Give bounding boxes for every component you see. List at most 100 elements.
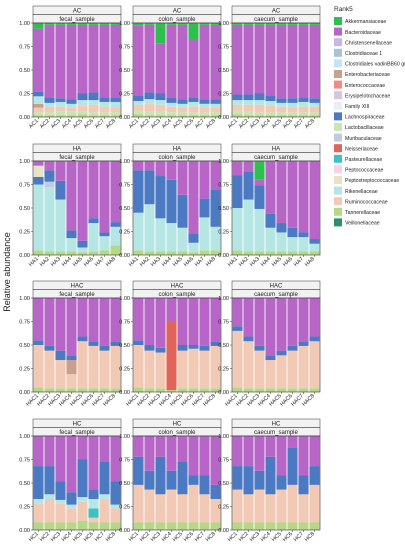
bar-segment-akkermansiaceae <box>144 23 155 25</box>
bar-segment-ruminococcaceae <box>188 348 199 389</box>
bar-segment-lachnospiraceae <box>77 240 88 248</box>
bar-segment-rikenellaceae <box>77 100 88 106</box>
bar-segment-ruminococcaceae <box>144 350 155 389</box>
bar-segment-tannerellaceae <box>155 251 166 255</box>
bar-segment-akkermansiaceae <box>33 23 44 29</box>
bar-segment-lachnospiraceae <box>77 93 88 101</box>
bar-segment-lachnospiraceae <box>33 340 44 345</box>
bar-segment-tannerellaceae <box>199 522 210 530</box>
bar-segment-lachnospiraceae <box>144 170 155 205</box>
bar-segment-tannerellaceae <box>33 250 44 255</box>
x-tick-label: HA1 <box>227 256 239 268</box>
bar-segment-bacteroidaceae <box>243 161 254 172</box>
bar-segment-bacteroidaceae <box>276 161 287 224</box>
x-tick-label: HAC8 <box>301 393 316 408</box>
bar-segment-bacteroidaceae <box>166 436 177 471</box>
bar-segment-enterobacteriaceae <box>66 360 77 375</box>
group-strip-label: HAC <box>71 284 84 290</box>
bar-segment-ruminococcaceae <box>287 484 298 523</box>
y-tick-label: 0.50 <box>19 481 30 487</box>
legend-label: Neisseriaceae <box>345 146 378 152</box>
bar-segment-rikenellaceae <box>254 208 265 252</box>
bar-segment-rikenellaceae <box>166 223 177 252</box>
bar-segment-bacteroidaceae <box>155 298 166 348</box>
bar-segment-lactobacillaceae <box>33 112 44 116</box>
bar-segment-lachnospiraceae <box>199 99 210 104</box>
bar-segment-tannerellaceae <box>177 115 188 117</box>
y-tick-label: 0.75 <box>119 320 130 326</box>
bar-segment-lachnospiraceae <box>210 484 221 499</box>
bar-segment-lachnospiraceae <box>199 345 210 351</box>
bar-segment-lachnospiraceae <box>309 466 320 485</box>
bar-segment-lachnospiraceae <box>66 492 77 505</box>
bar-segment-rikenellaceae <box>133 101 144 105</box>
bar-segment-lachnospiraceae <box>188 475 199 485</box>
y-tick-label: 0.75 <box>218 458 229 464</box>
bar-segment-lachnospiraceae <box>33 176 44 185</box>
bar-segment-ruminococcaceae <box>309 341 320 389</box>
bar-segment-lachnospiraceae <box>276 98 287 103</box>
bar-segment-bacteroidaceae <box>133 298 144 341</box>
bar-segment-rikenellaceae <box>88 223 99 252</box>
bar-segment-tannerellaceae <box>88 388 99 392</box>
x-tick-label: HC8 <box>105 531 117 543</box>
bar-segment-ruminococcaceae <box>144 103 155 112</box>
x-tick-label: AC5 <box>271 118 283 130</box>
bar-segment-enterobacteriaceae <box>33 103 44 108</box>
bar-segment-lachnospiraceae <box>188 233 199 243</box>
bar-segment-lachnospiraceae <box>232 94 243 101</box>
bar-segment-lachnospiraceae <box>265 213 276 228</box>
x-tick-label: AC7 <box>293 118 305 130</box>
bar-segment-tannerellaceae <box>287 522 298 530</box>
bar-segment-lachnospiraceae <box>33 466 44 499</box>
bar-segment-lachnospiraceae <box>110 481 121 505</box>
bar-segment-lachnospiraceae <box>287 345 298 351</box>
bar-segment-bacteroidaceae <box>44 298 55 346</box>
bar-segment-rikenellaceae <box>309 102 320 107</box>
y-tick-label: 0.75 <box>119 458 130 464</box>
bar-segment-tannerellaceae <box>166 115 177 117</box>
bar-segment-ruminococcaceae <box>66 508 77 523</box>
y-tick-label: 0.50 <box>119 343 130 349</box>
bar-segment-rikenellaceae <box>188 101 199 107</box>
x-tick-label: HA8 <box>105 256 117 268</box>
legend-label: Peptostreptococcaceae <box>345 178 399 184</box>
bar-segment-lachnospiraceae <box>265 456 276 495</box>
x-tick-label: HA5 <box>172 256 184 268</box>
bar-segment-bacteroidaceae <box>88 161 99 219</box>
bar-segment-tannerellaceae <box>77 520 88 530</box>
bar-segment-tannerellaceae <box>188 388 199 392</box>
bar-segment-lachnospiraceae <box>276 475 287 490</box>
bar-segment-rikenellaceae <box>210 103 221 108</box>
bar-segment-ruminococcaceae <box>44 106 55 113</box>
bar-segment-bacteroidaceae <box>77 298 88 337</box>
bar-segment-ruminococcaceae <box>55 360 66 389</box>
panel-ha-caecum-sample: HA caecum_sample HA1 HA2 HA3 HA4 HA5 HA6 HA7 HA8 0… <box>218 143 321 268</box>
x-tick-label: HA4 <box>61 256 73 268</box>
bar-segment-bacteroidaceae <box>210 24 221 100</box>
bar-segment-bacteroidaceae <box>309 161 320 240</box>
y-tick-label: 0.50 <box>19 206 30 212</box>
legend-label: Bacteroidaceae <box>345 30 381 36</box>
bar-segment-bacteroidaceae <box>99 298 110 346</box>
bar-segment-bacteroidaceae <box>55 298 66 351</box>
y-tick-label: 0.00 <box>119 115 130 121</box>
x-tick-label: HC6 <box>183 531 195 543</box>
bar-segment-rikenellaceae <box>210 226 221 251</box>
bar-segment-tannerellaceae <box>144 388 155 392</box>
legend-swatch-peptococcaceae <box>334 165 342 174</box>
bar-segment-lactobacillaceae <box>166 112 177 116</box>
group-strip-label: AC <box>272 9 281 15</box>
bar-segment-lactobacillaceae <box>309 112 320 116</box>
legend-label: Clostridiaceae 1 <box>345 51 382 57</box>
x-tick-label: HA6 <box>282 256 294 268</box>
bar-segment-bacteroidaceae <box>265 298 276 356</box>
bar-segment-bacteroidaceae <box>55 161 66 181</box>
bar-segment-ruminococcaceae <box>33 107 44 113</box>
bar-segment-lachnospiraceae <box>287 447 298 485</box>
bar-segment-bacteroidaceae <box>188 298 199 345</box>
bar-segment-lachnospiraceae <box>144 92 155 100</box>
bar-segment-bacteroidaceae <box>254 179 265 186</box>
bar-segment-lachnospiraceae <box>298 97 309 102</box>
